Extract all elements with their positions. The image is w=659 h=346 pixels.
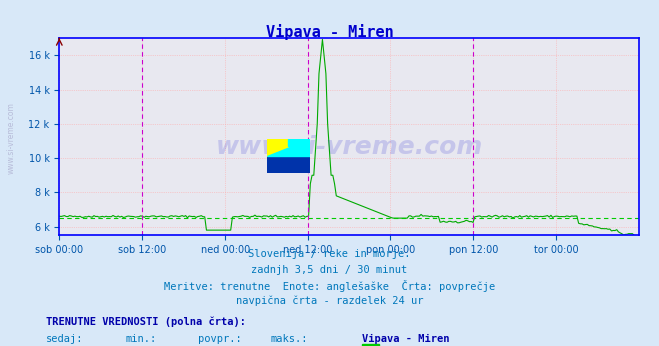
Text: maks.:: maks.:	[270, 334, 308, 344]
Text: www.si-vreme.com: www.si-vreme.com	[7, 102, 16, 174]
Bar	[289, 139, 310, 156]
Polygon shape	[267, 139, 310, 156]
Text: sedaj:: sedaj:	[46, 334, 84, 344]
Text: www.si-vreme.com: www.si-vreme.com	[215, 135, 483, 158]
Text: Vipava - Miren: Vipava - Miren	[266, 24, 393, 40]
Text: Slovenija / reke in morje.: Slovenija / reke in morje.	[248, 249, 411, 259]
Text: povpr.:: povpr.:	[198, 334, 241, 344]
Polygon shape	[267, 139, 310, 156]
Text: Meritve: trenutne  Enote: anglešaške  Črta: povprečje: Meritve: trenutne Enote: anglešaške Črta…	[164, 280, 495, 292]
Bar	[267, 139, 289, 156]
Text: Vipava - Miren: Vipava - Miren	[362, 334, 450, 344]
Bar	[267, 156, 310, 173]
Text: min.:: min.:	[125, 334, 156, 344]
Text: TRENUTNE VREDNOSTI (polna črta):: TRENUTNE VREDNOSTI (polna črta):	[46, 317, 246, 327]
Text: navpična črta - razdelek 24 ur: navpična črta - razdelek 24 ur	[236, 296, 423, 306]
Text: zadnjh 3,5 dni / 30 minut: zadnjh 3,5 dni / 30 minut	[251, 265, 408, 275]
